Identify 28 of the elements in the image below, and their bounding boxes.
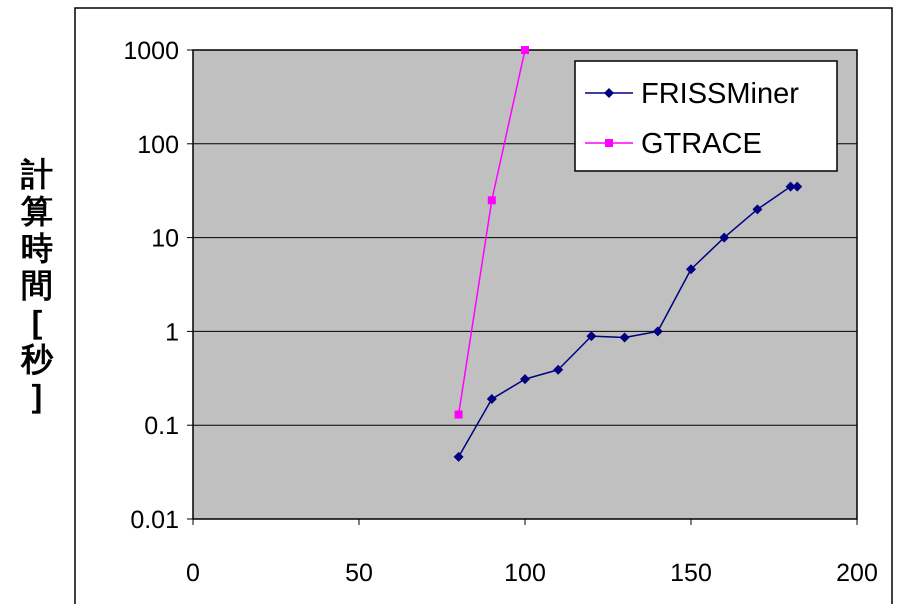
point bbox=[553, 364, 564, 375]
y-axis-title: 計算時間[秒] bbox=[20, 156, 54, 414]
point bbox=[686, 264, 696, 274]
point bbox=[454, 410, 463, 419]
x-tick-label: 200 bbox=[836, 559, 878, 587]
x-tick-label: 100 bbox=[504, 559, 546, 587]
point bbox=[521, 46, 529, 54]
point bbox=[486, 394, 497, 404]
y-tick-label: 1 bbox=[165, 318, 179, 346]
y-tick-label: 100 bbox=[137, 130, 179, 159]
x-tick-label: 0 bbox=[186, 559, 200, 587]
point bbox=[586, 331, 596, 342]
x-tick-label: 150 bbox=[670, 559, 712, 587]
x-tick-label: 50 bbox=[345, 559, 373, 587]
y-tick-label: 1000 bbox=[123, 37, 179, 65]
y-tick-label: 10 bbox=[151, 224, 179, 253]
point bbox=[520, 374, 530, 384]
legend-label: GTRACE bbox=[641, 128, 762, 160]
point bbox=[620, 332, 630, 343]
point bbox=[752, 204, 762, 214]
point bbox=[652, 326, 663, 336]
y-tick-label: 0.1 bbox=[144, 412, 179, 440]
point bbox=[488, 196, 496, 204]
legend-label: FRISSMiner bbox=[641, 78, 800, 110]
y-tick-label: 0.01 bbox=[130, 506, 179, 534]
point bbox=[792, 182, 802, 192]
point bbox=[454, 452, 464, 462]
point bbox=[719, 232, 730, 243]
